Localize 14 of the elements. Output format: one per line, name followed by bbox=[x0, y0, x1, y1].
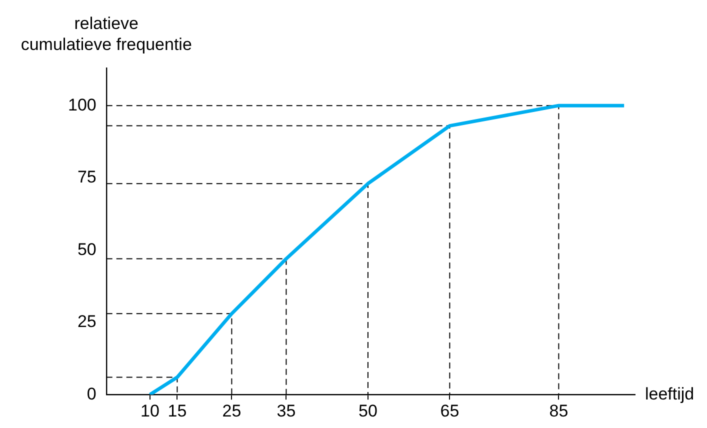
y-tick-label: 25 bbox=[77, 312, 96, 332]
x-tick-label: 35 bbox=[276, 401, 296, 420]
x-axis-title: leeftijd bbox=[645, 384, 694, 404]
x-tick-label: 15 bbox=[168, 401, 187, 420]
y-tick-label: 0 bbox=[86, 384, 96, 404]
x-tick-label: 85 bbox=[549, 401, 568, 420]
y-tick-label: 100 bbox=[68, 95, 96, 114]
x-tick-label: 10 bbox=[140, 401, 160, 420]
y-tick-label: 50 bbox=[77, 240, 96, 259]
y-tick-label: 75 bbox=[77, 168, 96, 187]
x-tick-label: 25 bbox=[222, 401, 242, 420]
y-axis-title: relatieve cumulatieve frequentie bbox=[20, 14, 192, 54]
x-tick-label: 65 bbox=[440, 401, 460, 420]
x-tick-label: 50 bbox=[358, 401, 378, 420]
